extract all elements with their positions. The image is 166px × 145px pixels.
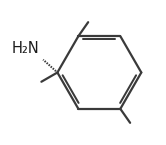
Text: H₂N: H₂N [12,41,40,56]
